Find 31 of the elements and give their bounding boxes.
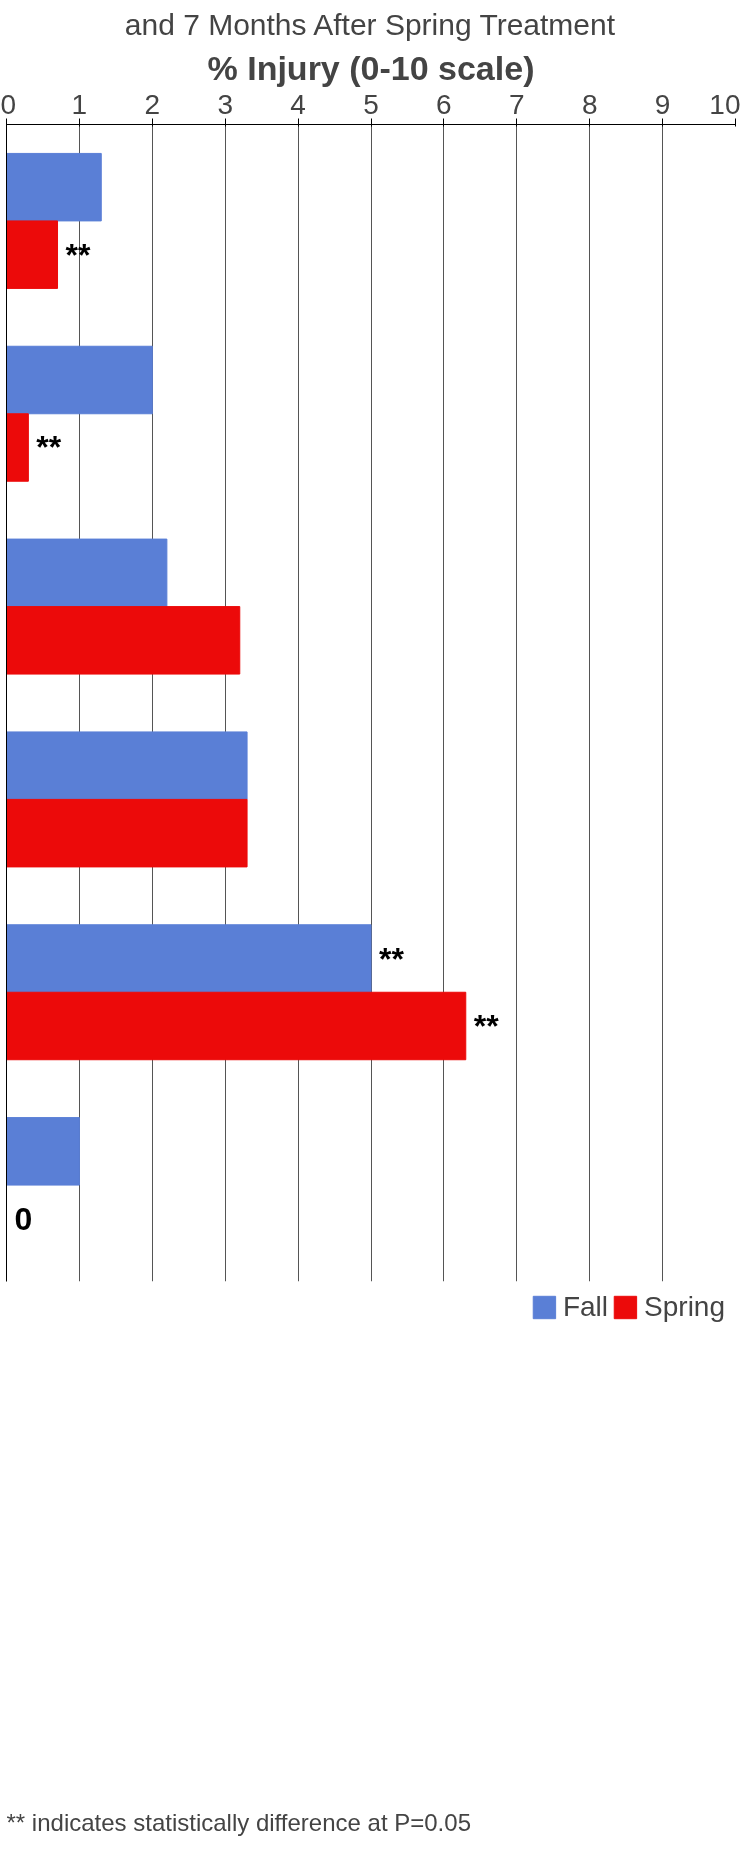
bar <box>6 798 248 868</box>
bar <box>6 991 467 1061</box>
bar <box>6 152 102 222</box>
x-tick-label: 3 <box>217 88 233 120</box>
x-tick-label: 5 <box>363 88 379 120</box>
x-tick-label: 9 <box>654 88 671 120</box>
data-label: ** <box>36 429 62 466</box>
x-tick-label: 6 <box>436 88 452 120</box>
x-tick-label: 10 <box>709 88 741 120</box>
bar <box>6 606 241 675</box>
data-label: 0 <box>14 1200 33 1237</box>
text: ** indicates statistically difference at P=0.05 <box>6 1808 471 1836</box>
bar <box>6 924 372 993</box>
x-tick-label: 4 <box>290 88 306 120</box>
legend-label: Spring <box>644 1291 725 1323</box>
data-label: ** <box>473 1008 500 1044</box>
x-tick-label: 7 <box>509 88 525 120</box>
legend-label: Fall <box>562 1291 609 1323</box>
x-tick-label: 2 <box>144 88 161 120</box>
bar <box>6 1117 80 1186</box>
x-tick-label: 1 <box>71 88 88 120</box>
x-tick-label: 8 <box>581 88 598 120</box>
bar <box>6 345 153 415</box>
x-axis-title: % Injury (0-10 scale) <box>207 48 535 87</box>
bar <box>6 220 59 289</box>
chart-title: and 7 Months After Spring Treatment <box>124 7 616 41</box>
bar <box>6 538 168 608</box>
bar <box>6 413 29 482</box>
bar <box>6 731 248 800</box>
data-label: ** <box>379 940 405 977</box>
x-tick-label: 0 <box>0 88 17 120</box>
